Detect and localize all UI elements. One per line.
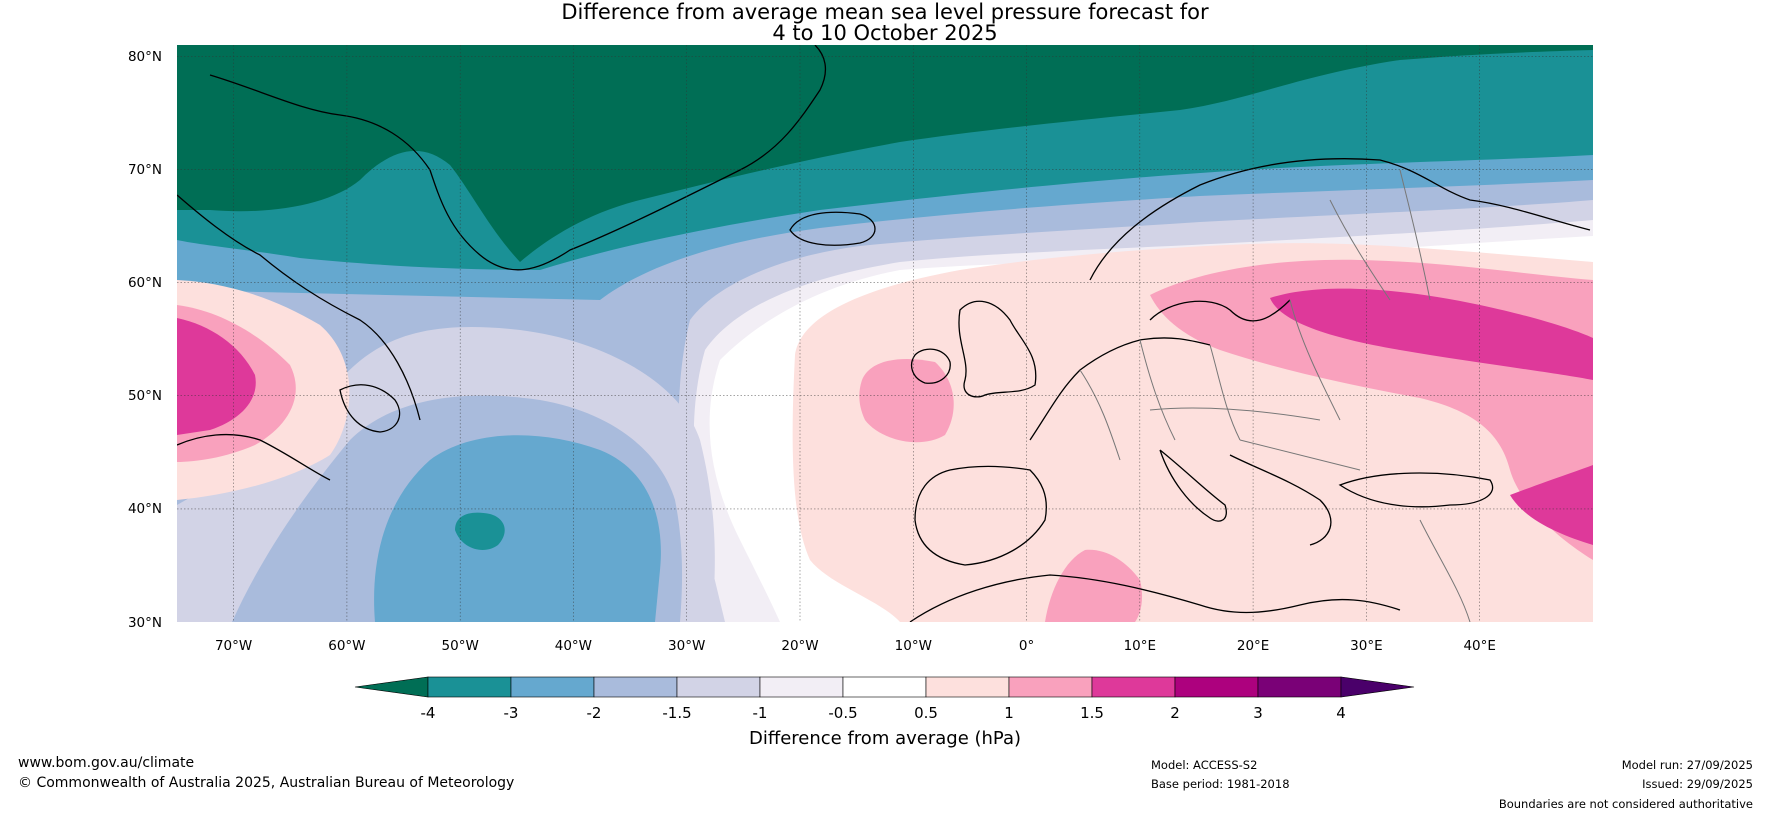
labrador-coastline [177, 194, 421, 421]
colorbar-tick-label: 1 [1004, 704, 1014, 722]
colorbar-tick-label: 0.5 [914, 704, 938, 722]
colorbar-tick-label: -1 [753, 704, 768, 722]
lat-label-40n: 40°N [128, 501, 162, 517]
colorbar-tick-label: -3 [504, 704, 519, 722]
balkans-coastline [1229, 454, 1332, 546]
lon-label-50w: 50°W [442, 638, 479, 654]
map-panel [177, 45, 1593, 622]
scandinavia-coastline [1089, 158, 1591, 281]
coastlines [177, 45, 1591, 622]
footer-model-run: Model run: 27/09/2025 [1621, 758, 1753, 772]
footer-disclaimer: Boundaries are not considered authoritat… [1498, 797, 1753, 811]
colorbar-segment [427, 676, 512, 698]
colorbar-tick-label: 2 [1170, 704, 1180, 722]
lat-label-80n: 80°N [128, 49, 162, 65]
map-title-line-1: Difference from average mean sea level p… [561, 0, 1209, 24]
anomaly-region-pos-1-biscay [859, 359, 954, 443]
lon-label-20w: 20°W [781, 638, 818, 654]
anomaly-region-neg-3 [455, 512, 505, 550]
newfoundland-coastline [339, 384, 401, 433]
colorbar-tick-label: 3 [1253, 704, 1263, 722]
map-title-line-2: 4 to 10 October 2025 [772, 21, 998, 45]
colorbar-segment [1091, 676, 1176, 698]
colorbar-tick-label: 1.5 [1080, 704, 1104, 722]
footer-model: Model: ACCESS-S2 [1151, 758, 1258, 772]
colorbar-title: Difference from average (hPa) [749, 728, 1021, 749]
colorbar-segment [925, 676, 1010, 698]
iceland-coastline [789, 211, 876, 246]
colorbar-tick-label: -0.5 [828, 704, 857, 722]
greenland-coastline [209, 45, 827, 271]
north-africa-coastline [909, 574, 1401, 622]
border-line [1329, 199, 1391, 301]
colorbar-segment [759, 676, 844, 698]
lon-label-10w: 10°W [895, 638, 932, 654]
ireland-coastline [911, 348, 951, 384]
colorbar-tick-label: -2 [587, 704, 602, 722]
border-line [1209, 344, 1241, 441]
colorbar-segment [842, 676, 927, 698]
border-line [1399, 169, 1431, 301]
lon-label-40e: 40°E [1463, 638, 1495, 654]
longitude-labels: 70°W 60°W 50°W 40°W 30°W 20°W 10°W 0° 10… [215, 638, 1496, 654]
north-america-east-coastline [177, 433, 331, 481]
footer-copyright: © Commonwealth of Australia 2025, Austra… [18, 775, 515, 791]
country-borders [1079, 169, 1471, 622]
anomaly-region-pos-1-africa [1045, 549, 1143, 622]
italy-coastline [1159, 449, 1227, 522]
anomaly-region-neg-2 [374, 435, 661, 622]
border-line [1139, 339, 1176, 441]
colorbar-tick-label: 4 [1336, 704, 1346, 722]
colorbar-extend-low [354, 676, 429, 698]
graticule [177, 45, 1593, 622]
anomaly-region-pos-1.5-east [1510, 465, 1593, 545]
lon-label-40w: 40°W [555, 638, 592, 654]
latitude-labels: 80°N 70°N 60°N 50°N 40°N 30°N [128, 49, 162, 631]
baltic-coastline [1149, 299, 1291, 322]
colorbar [354, 676, 1415, 698]
colorbar-segment [1174, 676, 1259, 698]
footer-issued: Issued: 29/09/2025 [1642, 777, 1753, 791]
border-line [1149, 407, 1321, 421]
lon-label-30e: 30°E [1350, 638, 1382, 654]
colorbar-segment [593, 676, 678, 698]
lat-label-30n: 30°N [128, 615, 162, 631]
iberia-coastline [914, 465, 1047, 566]
border-line [1079, 369, 1121, 461]
continental-europe-coastline [1029, 337, 1211, 441]
footer-website[interactable]: www.bom.gov.au/climate [18, 755, 195, 771]
lon-label-20e: 20°E [1237, 638, 1269, 654]
lon-label-30w: 30°W [668, 638, 705, 654]
colorbar-tick-label: -4 [421, 704, 436, 722]
anomaly-band-neg-4 [177, 45, 1593, 262]
colorbar-segment [1257, 676, 1342, 698]
colorbar-segment [1008, 676, 1093, 698]
colorbar-extend-high [1340, 676, 1415, 698]
lon-label-10e: 10°E [1124, 638, 1156, 654]
lat-label-70n: 70°N [128, 162, 162, 178]
border-line [1419, 519, 1471, 622]
colorbar-segment [510, 676, 595, 698]
lat-label-50n: 50°N [128, 388, 162, 404]
colorbar-tick-label: -1.5 [662, 704, 691, 722]
british-isles-coastline [958, 300, 1037, 398]
lon-label-0: 0° [1019, 638, 1034, 654]
lat-label-60n: 60°N [128, 275, 162, 291]
anomaly-region-pos-1.5-west [177, 318, 256, 435]
colorbar-segment [676, 676, 761, 698]
anomaly-region-pos-1.5-europe [1270, 288, 1593, 380]
lon-label-70w: 70°W [215, 638, 252, 654]
lon-label-60w: 60°W [328, 638, 365, 654]
colorbar-tick-labels: -4 -3 -2 -1.5 -1 -0.5 0.5 1 1.5 2 3 4 [421, 704, 1346, 722]
border-line [1289, 299, 1341, 421]
black-sea-coastline [1338, 472, 1494, 508]
border-line [1239, 439, 1361, 471]
footer-base-period: Base period: 1981-2018 [1151, 777, 1290, 791]
